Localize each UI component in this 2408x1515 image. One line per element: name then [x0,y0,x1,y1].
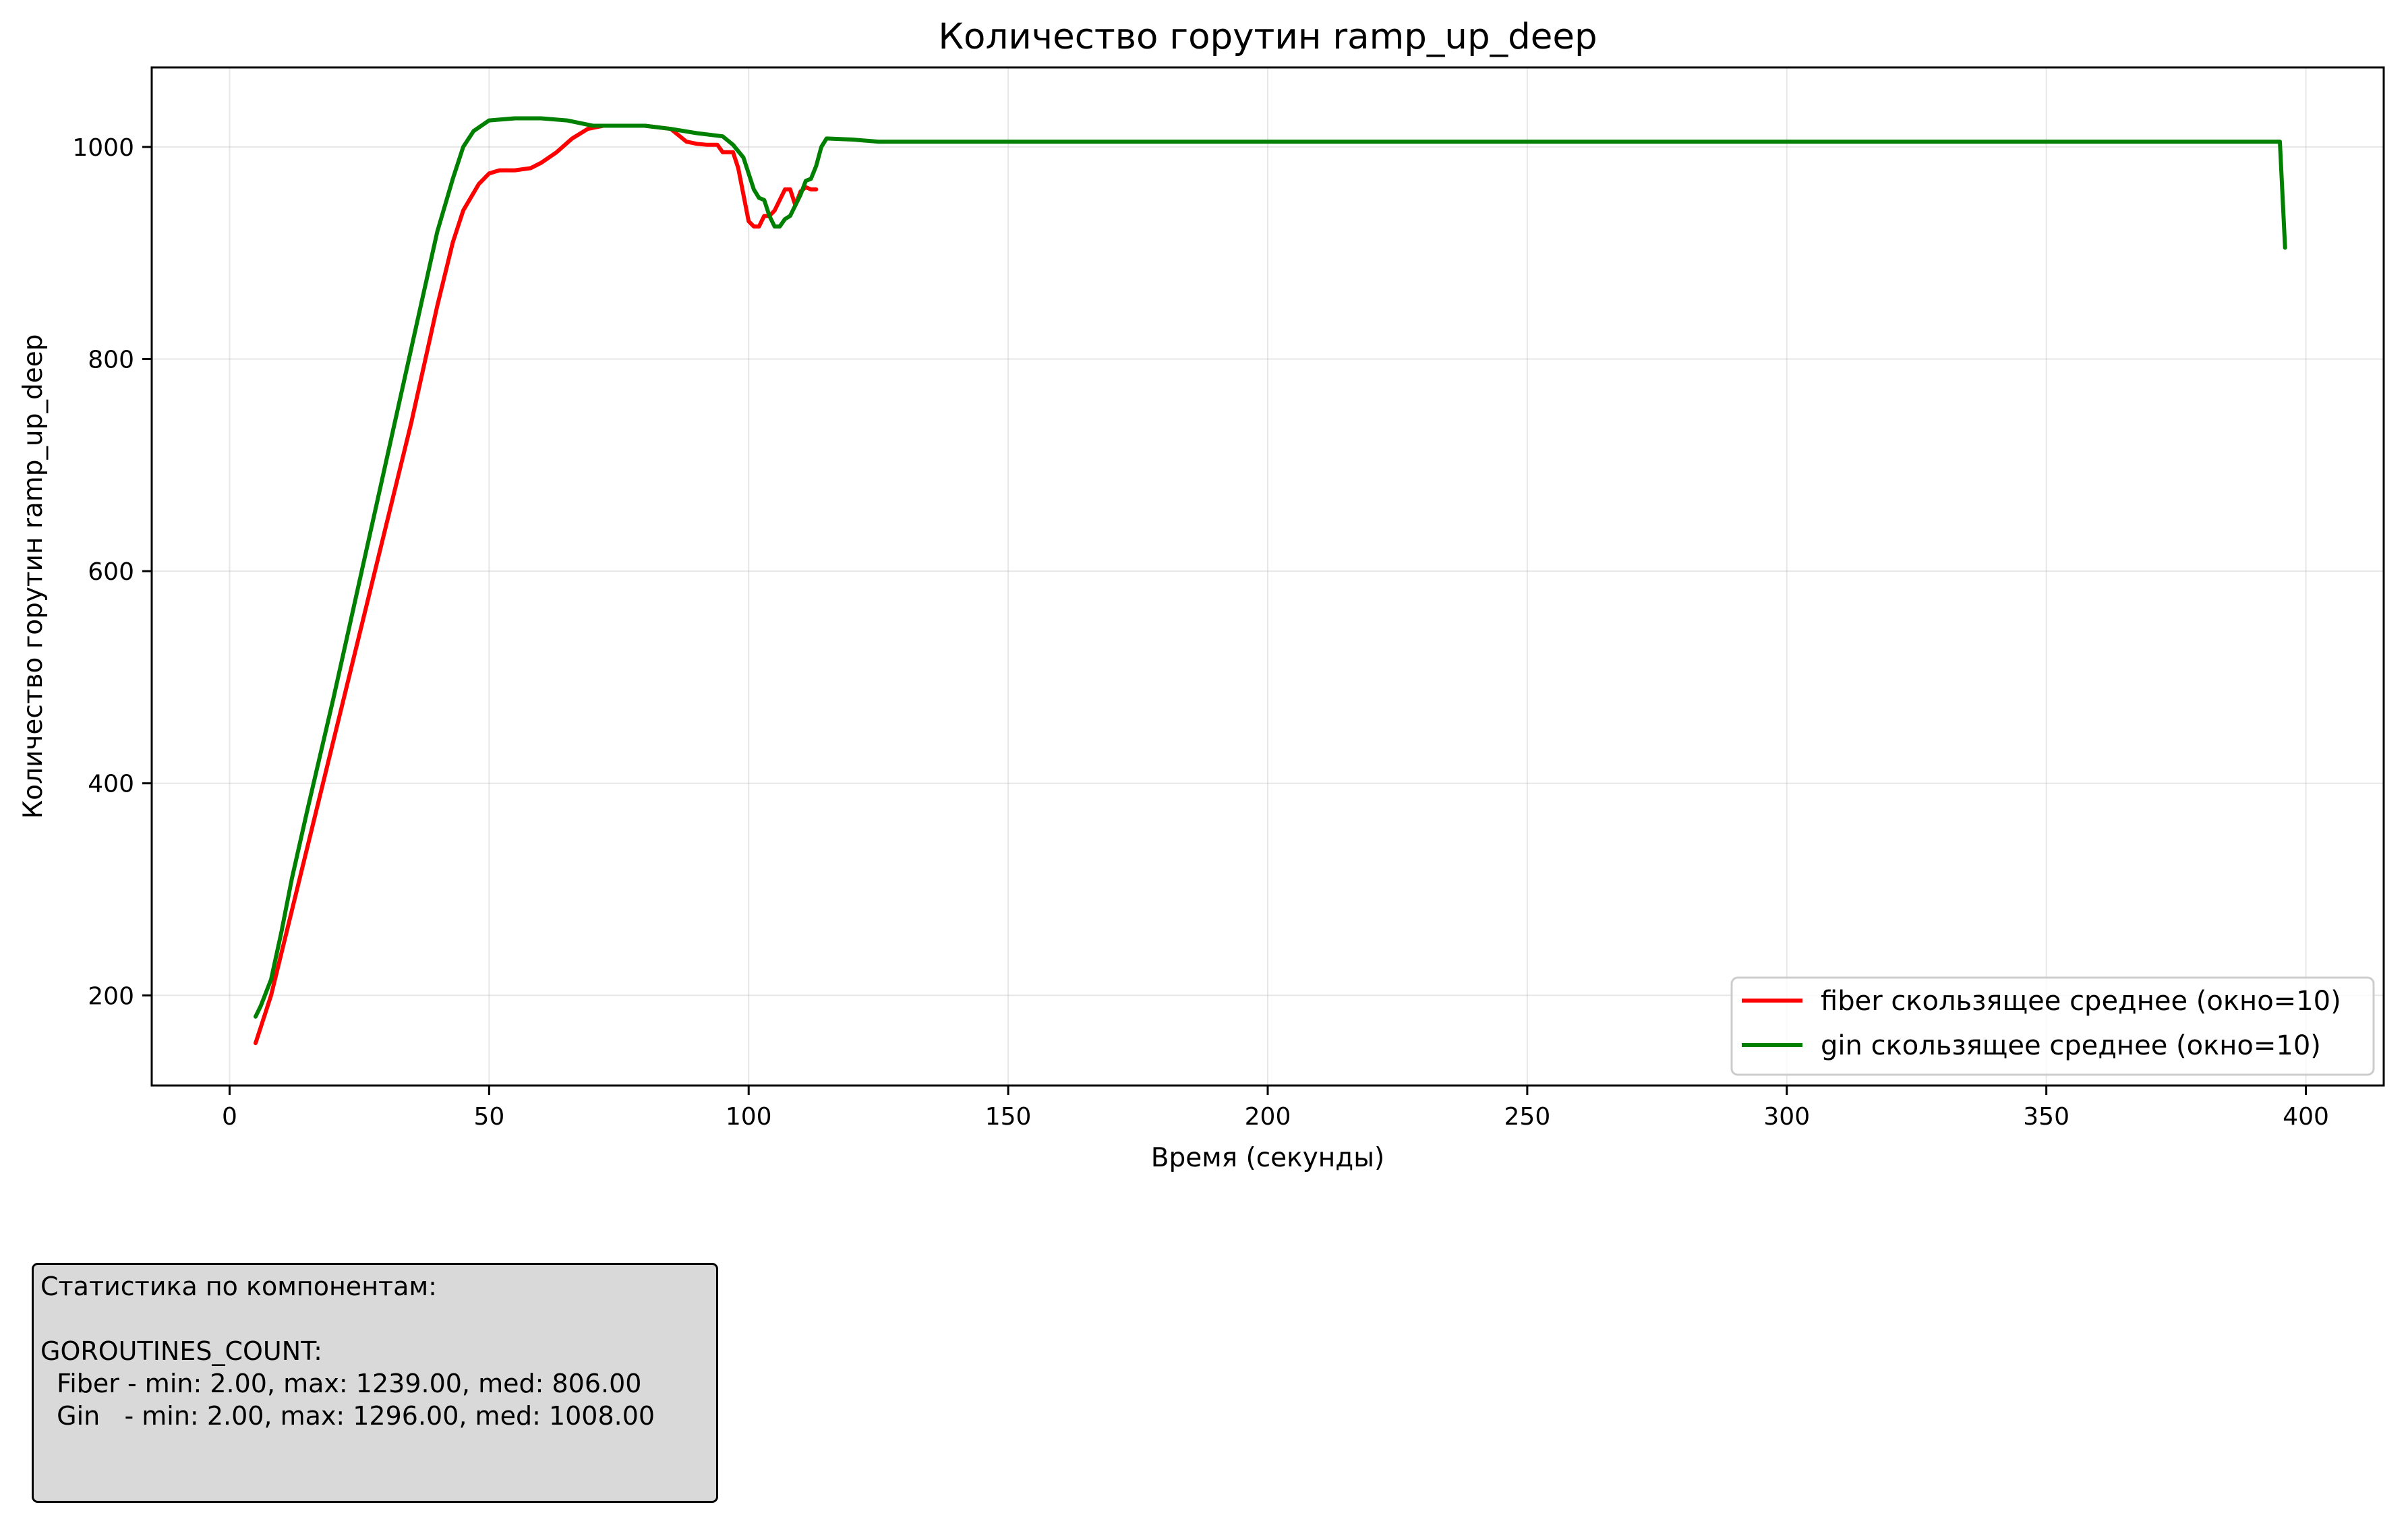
x-tick-label: 200 [1245,1103,1291,1131]
grid-lines [152,67,2384,1086]
legend-label-fiber: fiber скользящее среднее (окно=10) [1821,986,2341,1017]
stats-metric-name: GOROUTINES_COUNT: [40,1336,322,1366]
y-tick-label: 1000 [72,134,134,162]
chart-title: Количество горутин ramp_up_deep [938,16,1597,57]
x-tick-label: 50 [473,1103,504,1131]
axis-ticks: 0 50 100 150 200 250 300 350 400 200 400 600 800 1000 [72,134,2329,1131]
y-tick-label: 600 [88,558,134,586]
x-tick-label: 250 [1504,1103,1551,1131]
y-tick-label: 800 [88,347,134,374]
y-tick-label: 200 [88,982,134,1010]
x-tick-label: 350 [2023,1103,2069,1131]
x-tick-label: 150 [985,1103,1032,1131]
legend-frame [1730,976,2375,1076]
x-tick-label: 100 [726,1103,772,1131]
y-axis-label: Количество горутин ramp_up_deep [18,334,49,819]
x-tick-label: 300 [1763,1103,1810,1131]
fiber-series-line [254,123,819,1046]
x-tick-label: 0 [222,1103,237,1131]
y-tick-label: 400 [88,771,134,798]
stats-heading: Статистика по компонентам: [40,1272,437,1301]
x-tick-label: 400 [2283,1103,2329,1131]
stats-fiber-line: Fiber - min: 2.00, max: 1239.00, med: 80… [40,1369,642,1398]
plot-lines [254,116,2287,1046]
stats-panel: Статистика по компонентам: GOROUTINES_CO… [32,1263,718,1503]
stats-spacer [40,1303,709,1335]
legend: fiber скользящее среднее (окно=10) gin с… [1730,976,2375,1076]
legend-label-gin: gin скользящее среднее (окно=10) [1821,1030,2321,1061]
x-axis-label: Время (секунды) [1151,1143,1385,1173]
stats-gin-line: Gin - min: 2.00, max: 1296.00, med: 1008… [40,1401,655,1431]
gin-series-line [254,116,2287,1019]
